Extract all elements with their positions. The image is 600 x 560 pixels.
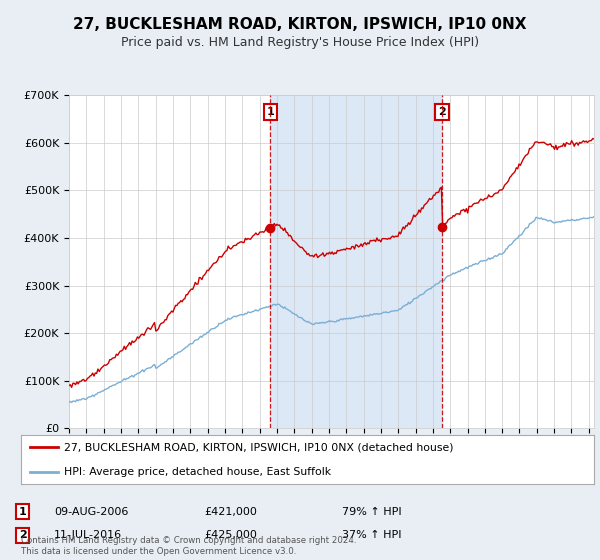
Text: 2: 2 bbox=[438, 107, 446, 117]
Bar bbox=[271, 95, 442, 428]
Text: £425,000: £425,000 bbox=[204, 530, 257, 540]
Text: 1: 1 bbox=[19, 507, 26, 517]
Text: 37% ↑ HPI: 37% ↑ HPI bbox=[342, 530, 401, 540]
Text: HPI: Average price, detached house, East Suffolk: HPI: Average price, detached house, East… bbox=[64, 467, 331, 477]
Text: Price paid vs. HM Land Registry's House Price Index (HPI): Price paid vs. HM Land Registry's House … bbox=[121, 36, 479, 49]
Text: 79% ↑ HPI: 79% ↑ HPI bbox=[342, 507, 401, 517]
Text: Contains HM Land Registry data © Crown copyright and database right 2024.
This d: Contains HM Land Registry data © Crown c… bbox=[21, 536, 356, 556]
Text: 11-JUL-2016: 11-JUL-2016 bbox=[54, 530, 122, 540]
Text: 27, BUCKLESHAM ROAD, KIRTON, IPSWICH, IP10 0NX: 27, BUCKLESHAM ROAD, KIRTON, IPSWICH, IP… bbox=[73, 17, 527, 32]
Text: 1: 1 bbox=[266, 107, 274, 117]
Text: £421,000: £421,000 bbox=[204, 507, 257, 517]
Text: 2: 2 bbox=[19, 530, 26, 540]
Text: 27, BUCKLESHAM ROAD, KIRTON, IPSWICH, IP10 0NX (detached house): 27, BUCKLESHAM ROAD, KIRTON, IPSWICH, IP… bbox=[64, 442, 454, 452]
Text: 09-AUG-2006: 09-AUG-2006 bbox=[54, 507, 128, 517]
